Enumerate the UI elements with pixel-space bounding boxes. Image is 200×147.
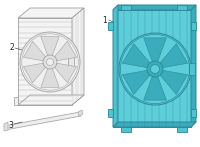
Text: 2: 2 [9,42,14,51]
Polygon shape [189,63,195,75]
Polygon shape [4,122,8,131]
Polygon shape [160,44,188,68]
Polygon shape [121,5,131,10]
Polygon shape [54,41,77,61]
Polygon shape [18,18,72,105]
Polygon shape [23,41,46,61]
Polygon shape [18,95,84,105]
Polygon shape [41,37,59,55]
Text: 3: 3 [8,121,13,130]
Polygon shape [177,127,187,132]
Polygon shape [122,70,150,94]
Polygon shape [121,127,131,132]
Polygon shape [191,5,196,127]
Polygon shape [78,110,83,116]
Polygon shape [144,77,166,100]
Polygon shape [113,122,196,127]
Polygon shape [4,112,81,130]
Polygon shape [144,38,166,61]
Polygon shape [41,69,59,87]
Circle shape [43,55,57,69]
Circle shape [46,59,54,66]
Polygon shape [113,5,196,10]
Polygon shape [18,8,84,18]
Polygon shape [113,5,118,127]
Circle shape [20,32,80,92]
Polygon shape [68,57,74,67]
Polygon shape [23,63,46,83]
Circle shape [119,33,191,105]
Circle shape [151,65,160,74]
Polygon shape [14,97,18,105]
Polygon shape [191,109,196,117]
Circle shape [147,61,163,77]
Polygon shape [122,44,150,68]
Polygon shape [177,5,187,10]
Polygon shape [108,109,113,117]
Polygon shape [108,22,113,30]
Polygon shape [160,70,188,94]
Polygon shape [72,8,84,105]
Polygon shape [191,22,196,30]
Text: 1: 1 [102,15,107,25]
Polygon shape [54,63,77,83]
Polygon shape [113,10,191,127]
